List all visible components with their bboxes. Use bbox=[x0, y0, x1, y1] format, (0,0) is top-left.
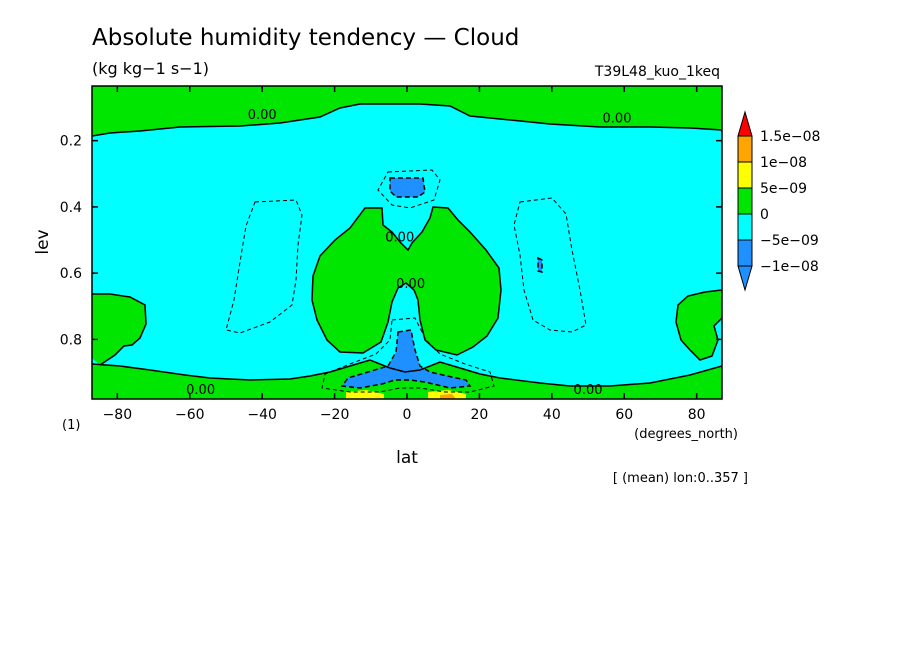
x-tick-label: −20 bbox=[320, 407, 350, 423]
contour-labels: 0.00 0.00 0.00 0.00 0.00 0.00 bbox=[186, 108, 631, 398]
region-central-positive bbox=[312, 207, 501, 355]
x-tick-label: 0 bbox=[403, 407, 412, 423]
colorbar-swatch bbox=[737, 161, 753, 189]
contour-label: 0.00 bbox=[248, 108, 277, 123]
colorbar-label: −5e−09 bbox=[760, 233, 819, 249]
y-axis-label: lev bbox=[33, 229, 53, 254]
contour-label: 0.00 bbox=[186, 383, 215, 398]
region-surface-orange-right bbox=[440, 394, 456, 399]
colorbar-label: 0 bbox=[760, 207, 769, 223]
run-label: T39L48_kuo_1keq bbox=[594, 64, 720, 80]
y-axis-units: (1) bbox=[62, 418, 80, 433]
x-tick-label: −60 bbox=[175, 407, 205, 423]
x-axis-label: lat bbox=[396, 448, 418, 468]
colorbar-lower-arrow bbox=[737, 265, 753, 292]
colorbar-label: −1e−08 bbox=[760, 259, 819, 275]
colorbar-label: 1.5e−08 bbox=[760, 129, 820, 145]
contour-label: 0.00 bbox=[574, 383, 603, 398]
colorbar-label: 1e−08 bbox=[760, 155, 807, 171]
y-tick-label: 0.4 bbox=[60, 200, 82, 216]
colorbar-upper-arrow bbox=[737, 110, 753, 137]
zero-contours bbox=[92, 103, 722, 387]
x-tick-label: 20 bbox=[470, 407, 488, 423]
region-right-small-negative bbox=[538, 258, 542, 272]
x-tick-label: −80 bbox=[103, 407, 133, 423]
plot-area: 0.00 0.00 0.00 0.00 0.00 0.00 bbox=[92, 86, 722, 399]
chart-units: (kg kg−1 s−1) bbox=[92, 59, 209, 78]
contour-label: 0.00 bbox=[396, 277, 425, 292]
x-tick-label: 40 bbox=[543, 407, 561, 423]
chart-title: Absolute humidity tendency — Cloud bbox=[92, 25, 519, 51]
footnote: [ (mean) lon:0..357 ] bbox=[613, 471, 748, 486]
colorbar-swatch bbox=[737, 213, 753, 241]
region-right-positive bbox=[676, 290, 722, 360]
y-tick-label: 0.8 bbox=[60, 332, 82, 348]
y-tick-label: 0.2 bbox=[60, 134, 82, 150]
colorbar: 1.5e−08 1e−08 5e−09 0 −5e−09 −1e−08 bbox=[737, 110, 820, 292]
colorbar-swatch bbox=[737, 187, 753, 215]
x-tick-label: −40 bbox=[247, 407, 277, 423]
x-axis-units: (degrees_north) bbox=[634, 427, 738, 442]
x-tick-label: 60 bbox=[615, 407, 633, 423]
colorbar-swatch bbox=[737, 135, 753, 163]
y-tick-label: 0.6 bbox=[60, 266, 82, 282]
region-top-positive bbox=[92, 86, 722, 136]
region-lower-negative bbox=[342, 330, 470, 388]
contour-label: 0.00 bbox=[385, 231, 414, 246]
region-left-positive bbox=[92, 294, 146, 365]
x-axis: −80 −60 −40 −20 0 20 40 60 80 bbox=[103, 86, 706, 423]
y-axis: 0.2 0.4 0.6 0.8 bbox=[60, 134, 722, 348]
x-tick-label: 80 bbox=[688, 407, 706, 423]
strong-negative-contours bbox=[340, 177, 543, 389]
region-upper-negative bbox=[390, 178, 425, 197]
colorbar-swatch bbox=[737, 239, 753, 267]
colorbar-label: 5e−09 bbox=[760, 181, 807, 197]
negative-contours bbox=[225, 169, 587, 393]
contour-label: 0.00 bbox=[603, 111, 632, 126]
